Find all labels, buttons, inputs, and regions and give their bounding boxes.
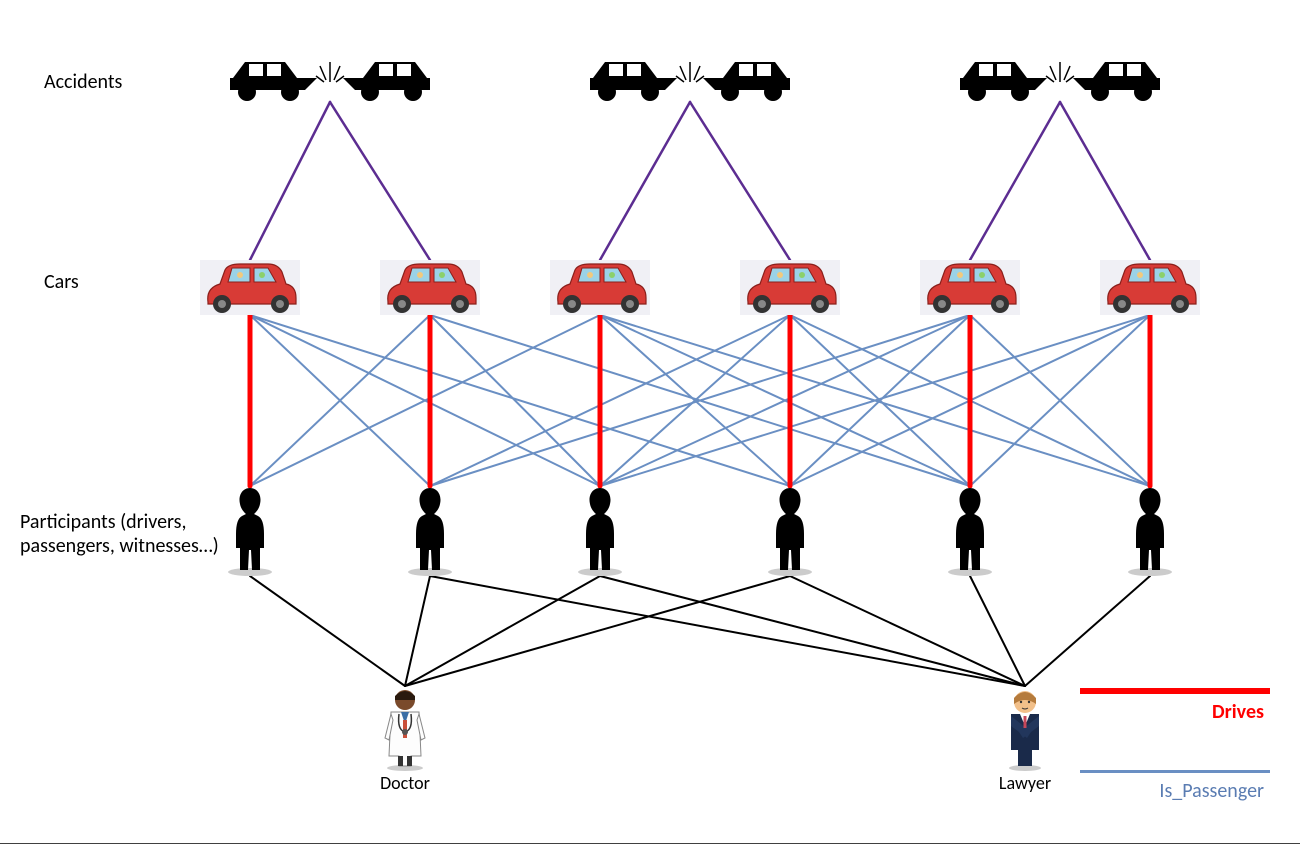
person-icon	[948, 488, 992, 576]
edge-participant-pro	[790, 576, 1025, 686]
edge-accident-car	[250, 102, 330, 260]
legend-is-passenger: Is_Passenger	[1080, 770, 1270, 803]
edge-participant-pro	[970, 576, 1025, 686]
doctor-label: Doctor	[365, 772, 445, 794]
legend-drives-line	[1080, 688, 1270, 694]
legend-drives-text: Drives	[1080, 700, 1270, 724]
accident-icon	[230, 62, 430, 101]
edge-accident-car	[970, 102, 1060, 260]
person-icon	[1128, 488, 1172, 576]
person-icon	[578, 488, 622, 576]
doctor-icon	[385, 690, 425, 771]
car-icon	[920, 260, 1020, 315]
person-icon	[408, 488, 452, 576]
legend-is-passenger-line	[1080, 770, 1270, 773]
edge-accident-car	[330, 102, 430, 260]
legend-is-passenger-text: Is_Passenger	[1080, 779, 1270, 803]
car-icon	[380, 260, 480, 315]
edge-participant-pro	[250, 576, 405, 686]
edge-accident-car	[690, 102, 790, 260]
accident-icon	[590, 62, 790, 101]
car-icon	[1100, 260, 1200, 315]
lawyer-icon	[1009, 691, 1041, 771]
car-icon	[200, 260, 300, 315]
accident-icon	[960, 62, 1160, 101]
edge-participant-pro	[430, 576, 1025, 686]
edge-accident-car	[1060, 102, 1150, 260]
legend-drives: Drives	[1080, 688, 1270, 724]
bottom-border	[0, 843, 1300, 844]
person-icon	[228, 488, 272, 576]
edge-is-passenger	[430, 315, 790, 486]
car-icon	[550, 260, 650, 315]
edge-participant-pro	[600, 576, 1025, 686]
edge-is-passenger	[430, 315, 600, 486]
edge-participant-pro	[405, 576, 600, 686]
lawyer-label: Lawyer	[985, 772, 1065, 794]
edge-participant-pro	[1025, 576, 1150, 686]
person-icon	[768, 488, 812, 576]
edge-accident-car	[600, 102, 690, 260]
car-icon	[740, 260, 840, 315]
edge-is-passenger	[250, 315, 790, 486]
edge-participant-pro	[405, 576, 430, 686]
